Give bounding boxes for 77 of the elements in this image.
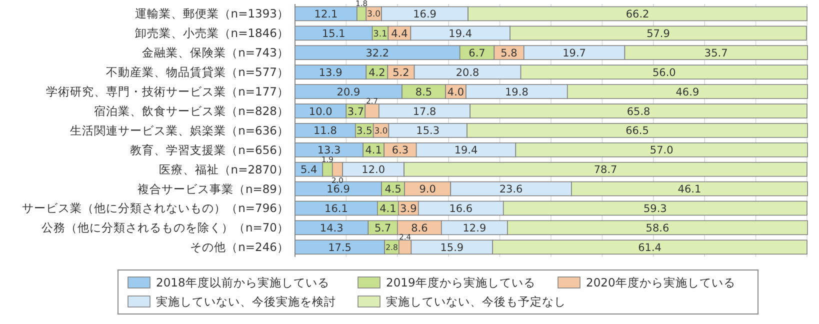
data-label: 16.6: [449, 203, 473, 216]
data-label: 5.8: [500, 47, 518, 60]
data-label: 15.1: [322, 28, 346, 40]
y-tick-label: 金融業、保険業（n=743）: [142, 46, 289, 60]
y-tick-label: 公務（他に分類されるものを除く）（n=70）: [41, 220, 289, 235]
data-label: 19.4: [454, 144, 478, 157]
data-label: 59.3: [643, 203, 667, 216]
y-tick-label: 卸売業、小売業（n=1846）: [134, 26, 289, 40]
data-label: 8.6: [411, 222, 428, 234]
y-tick-label: 生活関連サービス業、娯楽業（n=636）: [70, 123, 289, 138]
data-label: 46.9: [676, 86, 700, 98]
data-label: 4.4: [391, 28, 408, 40]
data-label: 57.0: [650, 144, 674, 157]
data-label: 61.4: [638, 242, 662, 254]
y-tick-label: 教育、学習支援業（n=656）: [130, 142, 289, 157]
data-label: 3.0: [367, 8, 381, 19]
legend-label: 2020年度から実施している: [586, 276, 736, 290]
data-label: 65.8: [626, 106, 650, 118]
legend-label: 実施していない、今後も予定なし: [386, 294, 566, 308]
data-label: 4.2: [368, 66, 386, 79]
data-label: 16.1: [324, 203, 348, 216]
data-label: 3.0: [374, 125, 388, 136]
data-label: 4.1: [365, 144, 382, 157]
y-tick-label: 学術研究、専門・技術サービス業（n=177）: [46, 84, 289, 99]
data-label: 66.2: [626, 8, 650, 21]
data-label: 10.0: [308, 106, 332, 118]
data-label: 17.5: [328, 242, 352, 254]
data-label: 12.0: [362, 164, 386, 176]
data-label: 3.5: [356, 126, 372, 138]
data-label: 6.3: [392, 144, 409, 157]
data-label: 78.7: [594, 164, 618, 176]
data-label: 23.6: [499, 184, 524, 196]
data-label: 12.9: [462, 222, 486, 234]
data-label: 14.3: [320, 222, 344, 234]
data-label: 56.0: [652, 66, 676, 79]
data-label: 15.9: [440, 242, 464, 254]
y-tick-label: 運輸業、郵便業（n=1393）: [134, 6, 289, 21]
data-label: 6.7: [468, 47, 486, 60]
data-label: 5.4: [300, 164, 318, 176]
data-label: 4.5: [384, 184, 402, 196]
data-label: 19.4: [448, 28, 472, 40]
data-label: 4.1: [380, 203, 396, 216]
data-label: 8.5: [415, 86, 432, 98]
data-label: 15.3: [416, 125, 440, 138]
y-tick-label: 不動産業、物品賃貸業（n=577）: [106, 65, 289, 80]
data-label: 13.3: [317, 144, 341, 157]
data-label: 16.9: [413, 8, 436, 21]
data-label: 17.8: [412, 106, 436, 118]
data-label: 5.2: [392, 66, 410, 79]
y-tick-label: その他（n=246）: [190, 240, 289, 254]
data-label: 3.1: [373, 29, 388, 40]
data-label: 4.0: [447, 86, 464, 98]
data-label: 46.1: [678, 184, 702, 196]
y-tick-label: 複合サービス事業（n=89）: [137, 182, 289, 196]
data-label: 12.1: [314, 8, 338, 21]
legend-label: 2019年度から実施している: [386, 276, 536, 290]
y-tick-label: サービス業（他に分類されないもの）（n=796）: [22, 201, 289, 216]
data-label: 20.9: [336, 86, 360, 98]
data-label: 58.6: [646, 222, 670, 234]
data-label: 16.9: [326, 184, 350, 196]
y-tick-label: 宿泊業、飲食サービス業（n=828）: [94, 104, 289, 118]
data-label: 19.7: [562, 47, 586, 60]
data-label: 57.9: [646, 28, 670, 40]
data-label: 32.2: [366, 47, 390, 60]
data-label: 66.5: [626, 125, 649, 138]
data-label: 13.9: [318, 66, 342, 79]
data-label: 19.8: [505, 86, 528, 98]
data-label: 9.0: [419, 184, 436, 196]
data-label: 3.7: [347, 106, 364, 118]
data-label: 3.9: [400, 203, 417, 216]
data-label: 5.7: [374, 222, 392, 234]
data-label: 20.8: [456, 66, 480, 79]
data-label: 11.8: [314, 125, 337, 138]
legend-label: 2018年度以前から実施している: [156, 276, 330, 290]
data-label: 35.7: [704, 47, 728, 60]
y-tick-label: 医療、福祉（n=2870）: [158, 162, 289, 176]
legend-label: 実施していない、今後実施を検討: [156, 294, 336, 308]
